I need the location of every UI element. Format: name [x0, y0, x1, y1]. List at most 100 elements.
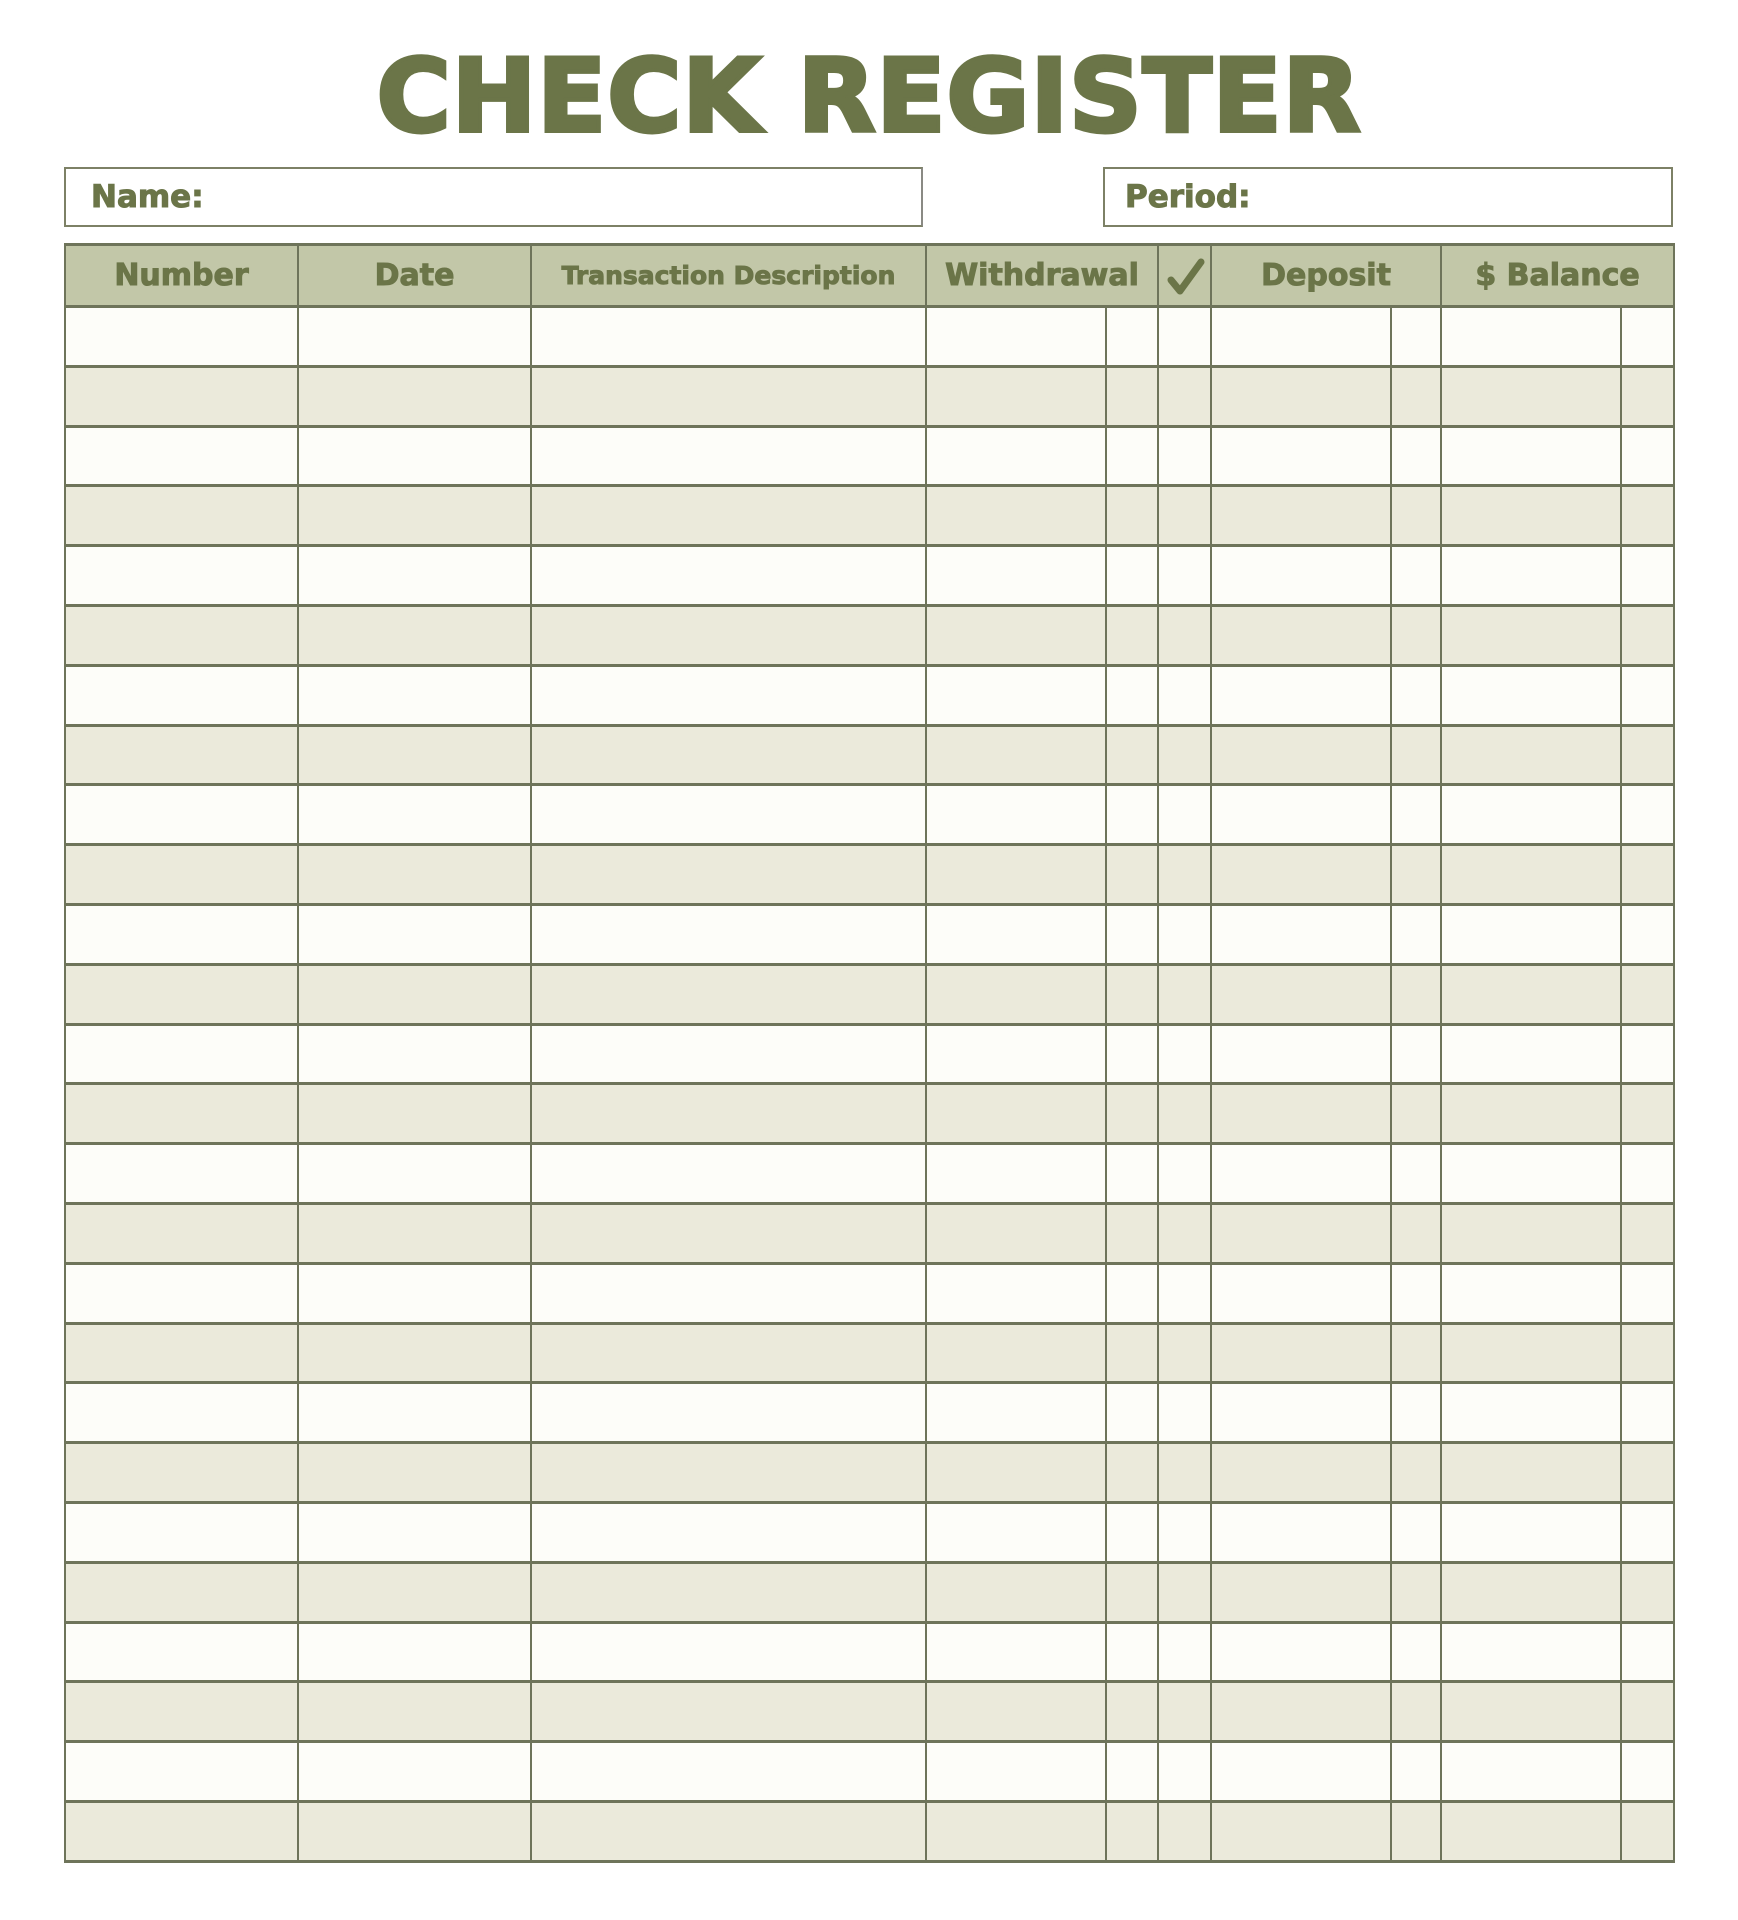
withdrawal-cell	[925, 1082, 1107, 1146]
balance-cell	[1440, 902, 1623, 966]
register-row	[64, 1381, 1676, 1445]
withdrawal-cents-cell	[1104, 544, 1160, 607]
withdrawal-cents-cell	[1104, 1740, 1160, 1803]
withdrawal-cents-cell	[1104, 663, 1160, 727]
balance-cents-cell	[1620, 663, 1676, 727]
register-row	[64, 305, 1676, 368]
number-cell	[64, 305, 299, 368]
withdrawal-cell	[925, 783, 1107, 847]
withdrawal-cell	[925, 663, 1107, 727]
deposit-cents-cell	[1390, 1082, 1443, 1146]
register-row	[64, 1441, 1676, 1504]
deposit-cell	[1210, 1321, 1393, 1385]
col-header-withdrawal: Withdrawal	[924, 243, 1160, 308]
register-row	[64, 1261, 1676, 1325]
deposit-cell	[1210, 1022, 1393, 1086]
balance-cell	[1440, 364, 1623, 428]
date-cell	[297, 962, 532, 1026]
withdrawal-cents-cell	[1104, 1620, 1160, 1684]
check-cell	[1157, 305, 1213, 368]
check-icon	[1167, 258, 1205, 294]
check-cell	[1157, 843, 1213, 906]
number-cell	[64, 1680, 299, 1744]
deposit-cents-cell	[1390, 1620, 1443, 1684]
number-cell	[64, 1740, 299, 1803]
deposit-cell	[1210, 723, 1393, 787]
balance-cents-cell	[1620, 305, 1676, 368]
register-row	[64, 1142, 1676, 1205]
name-field[interactable]: Name:	[64, 167, 923, 227]
withdrawal-cell	[925, 1500, 1107, 1564]
check-cell	[1157, 1560, 1213, 1624]
balance-cell	[1440, 1381, 1623, 1445]
withdrawal-cell	[925, 1201, 1107, 1265]
number-cell	[64, 544, 299, 607]
deposit-cell	[1210, 843, 1393, 906]
withdrawal-cents-cell	[1104, 1142, 1160, 1205]
withdrawal-cell	[925, 424, 1107, 488]
description-cell	[530, 962, 927, 1026]
deposit-cents-cell	[1390, 1022, 1443, 1086]
col-header-date: Date	[297, 243, 532, 308]
balance-cell	[1440, 1082, 1623, 1146]
number-cell	[64, 663, 299, 727]
number-cell	[64, 1560, 299, 1624]
register-row	[64, 1022, 1676, 1086]
check-cell	[1157, 1500, 1213, 1564]
balance-cell	[1440, 1321, 1623, 1385]
deposit-cell	[1210, 364, 1393, 428]
date-cell	[297, 305, 532, 368]
balance-cents-cell	[1620, 1560, 1676, 1624]
withdrawal-cell	[925, 1799, 1107, 1863]
withdrawal-cell	[925, 1441, 1107, 1504]
balance-cell	[1440, 1620, 1623, 1684]
balance-cell	[1440, 1500, 1623, 1564]
date-cell	[297, 902, 532, 966]
number-cell	[64, 1799, 299, 1863]
register-row	[64, 1500, 1676, 1564]
number-cell	[64, 1620, 299, 1684]
number-cell	[64, 1022, 299, 1086]
balance-cell	[1440, 484, 1623, 548]
col-header-cleared	[1157, 243, 1213, 308]
balance-cents-cell	[1620, 544, 1676, 607]
withdrawal-cents-cell	[1104, 1560, 1160, 1624]
withdrawal-cell	[925, 603, 1107, 667]
date-cell	[297, 424, 532, 488]
col-header-description: Transaction Description	[530, 243, 927, 308]
register-row	[64, 1620, 1676, 1684]
deposit-cell	[1210, 962, 1393, 1026]
check-cell	[1157, 1680, 1213, 1744]
register-row	[64, 1082, 1676, 1146]
balance-cell	[1440, 544, 1623, 607]
check-cell	[1157, 1740, 1213, 1803]
withdrawal-cents-cell	[1104, 1201, 1160, 1265]
date-cell	[297, 843, 532, 906]
number-cell	[64, 364, 299, 428]
balance-cell	[1440, 723, 1623, 787]
date-cell	[297, 1321, 532, 1385]
balance-cell	[1440, 783, 1623, 847]
number-cell	[64, 1261, 299, 1325]
number-cell	[64, 1321, 299, 1385]
deposit-cell	[1210, 1441, 1393, 1504]
withdrawal-cents-cell	[1104, 1022, 1160, 1086]
number-cell	[64, 843, 299, 906]
number-cell	[64, 1082, 299, 1146]
balance-cell	[1440, 1680, 1623, 1744]
balance-cell	[1440, 424, 1623, 488]
deposit-cents-cell	[1390, 544, 1443, 607]
deposit-cents-cell	[1390, 1560, 1443, 1624]
check-cell	[1157, 1261, 1213, 1325]
date-cell	[297, 1680, 532, 1744]
date-cell	[297, 1381, 532, 1445]
register-row	[64, 1560, 1676, 1624]
check-cell	[1157, 1142, 1213, 1205]
period-field[interactable]: Period:	[1103, 167, 1673, 227]
register-row	[64, 1799, 1676, 1863]
description-cell	[530, 544, 927, 607]
register-row	[64, 603, 1676, 667]
balance-cell	[1440, 962, 1623, 1026]
balance-cents-cell	[1620, 1142, 1676, 1205]
balance-cell	[1440, 1201, 1623, 1265]
